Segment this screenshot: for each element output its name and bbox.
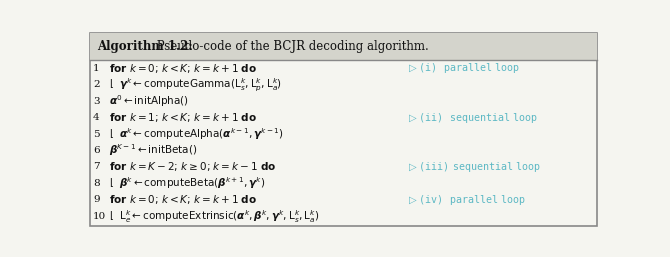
Text: 1: 1 [93,64,100,73]
Text: $\lfloor\;$ $\boldsymbol{\gamma}^k \leftarrow \mathrm{computeGamma}(\mathrm{L}_s: $\lfloor\;$ $\boldsymbol{\gamma}^k \left… [109,76,281,94]
Text: 10: 10 [93,212,107,221]
Text: $\boldsymbol{\beta}^{K-1} \leftarrow \mathrm{initBeta}()$: $\boldsymbol{\beta}^{K-1} \leftarrow \ma… [109,143,197,159]
Text: $\mathbf{for}$ $k=0$; $k < K$; $k=k+1$ $\mathbf{do}$: $\mathbf{for}$ $k=0$; $k < K$; $k=k+1$ $… [109,193,257,206]
Text: $\lfloor\;$ $\mathrm{L}_e^k \leftarrow \mathrm{computeExtrinsic}(\boldsymbol{\al: $\lfloor\;$ $\mathrm{L}_e^k \leftarrow \… [109,208,320,225]
Text: 4: 4 [93,113,100,122]
Text: $\boldsymbol{\alpha}^0 \leftarrow \mathrm{initAlpha}()$: $\boldsymbol{\alpha}^0 \leftarrow \mathr… [109,93,189,109]
Bar [90,33,597,60]
Text: 7: 7 [93,162,100,171]
Text: $\triangleright$ $\mathtt{(iii)\ sequential\ loop}$: $\triangleright$ $\mathtt{(iii)\ sequent… [408,160,541,174]
Text: 8: 8 [93,179,100,188]
Text: 5: 5 [93,130,100,139]
Text: $\triangleright$ $\mathtt{(ii)\ \ sequential\ loop}$: $\triangleright$ $\mathtt{(ii)\ \ sequen… [408,111,539,125]
Text: $\mathbf{for}$ $k=1$; $k < K$; $k=k+1$ $\mathbf{do}$: $\mathbf{for}$ $k=1$; $k < K$; $k=k+1$ $… [109,111,257,124]
Text: $\mathbf{for}$ $k=K-2$; $k \geq 0$; $k=k-1$ $\mathbf{do}$: $\mathbf{for}$ $k=K-2$; $k \geq 0$; $k=k… [109,160,276,173]
Text: $\triangleright$ $\mathtt{(iv)\ \ parallel\ loop}$: $\triangleright$ $\mathtt{(iv)\ \ parall… [408,193,527,207]
Text: $\triangleright$ $\mathtt{(i)\ \ parallel\ loop}$: $\triangleright$ $\mathtt{(i)\ \ paralle… [408,61,521,76]
Text: $\lfloor\;$ $\boldsymbol{\alpha}^k \leftarrow \mathrm{computeAlpha}(\boldsymbol{: $\lfloor\;$ $\boldsymbol{\alpha}^k \left… [109,126,283,142]
Text: 2: 2 [93,80,100,89]
Text: Pseudo-code of the BCJR decoding algorithm.: Pseudo-code of the BCJR decoding algorit… [153,40,429,53]
Text: $\mathbf{for}$ $k=0$; $k < K$; $k=k+1$ $\mathbf{do}$: $\mathbf{for}$ $k=0$; $k < K$; $k=k+1$ $… [109,62,257,75]
Text: $\lfloor\;$ $\boldsymbol{\beta}^k \leftarrow \mathrm{computeBeta}(\boldsymbol{\b: $\lfloor\;$ $\boldsymbol{\beta}^k \lefta… [109,176,265,191]
Text: Algorithm 1.2:: Algorithm 1.2: [96,40,192,53]
Text: 3: 3 [93,97,100,106]
Text: 9: 9 [93,195,100,204]
Text: 6: 6 [93,146,100,155]
